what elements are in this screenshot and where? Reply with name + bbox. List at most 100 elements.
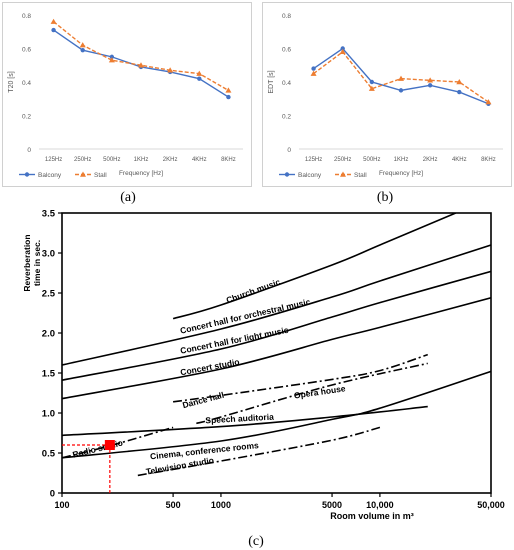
- edt-xtick-label: 1KHz: [394, 157, 409, 163]
- t20-point-balcony: [51, 27, 56, 33]
- ytick-label: 3.5: [42, 209, 56, 220]
- t20-point-balcony: [226, 94, 231, 100]
- t20-point-balcony: [80, 47, 85, 53]
- ytick-label: 0.5: [42, 449, 56, 460]
- t20-xtick-label: 4KHz: [192, 157, 207, 163]
- curve-television-studio: [137, 426, 381, 477]
- edt-point-balcony: [311, 66, 316, 71]
- edt-ylabel: EDT [s]: [268, 70, 275, 93]
- xtick-label: 1000: [211, 500, 231, 510]
- ytick-label: 1.0: [42, 409, 55, 420]
- caption-b: (b): [376, 190, 394, 205]
- xtick-label: 10,000: [366, 500, 394, 510]
- t20-xtick-label: 250Hz: [74, 157, 91, 163]
- edt-ytick-label: 0.6: [282, 47, 291, 54]
- t20-point-stall: [79, 42, 86, 48]
- edt-xtick-label: 4KHz: [452, 157, 467, 163]
- edt-legend-label-balcony: Balcony: [298, 172, 322, 179]
- reverberation-chart-panel: 0 0.5 1.0 1.5 2.0 2.5 3.0 3.5 100 500 1000 5000 10,0…: [0, 203, 514, 533]
- ytick-label: 0: [50, 489, 55, 500]
- t20-point-stall: [225, 87, 232, 93]
- edt-xtick-label: 8KHz: [481, 157, 496, 163]
- edt-legend-label-stall: Stall: [354, 172, 367, 179]
- curve-dance-hall: [196, 362, 428, 425]
- edt-point-stall: [339, 48, 346, 55]
- ytick-label: 2.5: [42, 289, 56, 300]
- t20-xtick-label: 2KHz: [163, 157, 178, 163]
- caption-c: (c): [248, 534, 264, 549]
- edt-point-balcony: [340, 46, 345, 51]
- curve-label-speech-auditoria: Speech auditoria: [205, 412, 274, 426]
- chart-panel-edt: 0 0.2 0.4 0.6 0.8 EDT [s] 125Hz 250Hz 500Hz 1KHz 2…: [262, 2, 512, 187]
- curve-label-concert-studio: Concert studio: [179, 357, 240, 378]
- edt-ytick-label: 0.2: [282, 114, 291, 121]
- ytick-label: 3.0: [42, 249, 55, 260]
- t20-ytick-label: 0.4: [22, 80, 31, 87]
- edt-point-stall: [427, 77, 434, 83]
- curve-label-opera-house: Opera house: [293, 383, 346, 400]
- edt-point-stall: [456, 79, 463, 85]
- edt-xtick-label: 500Hz: [363, 157, 380, 163]
- edt-point-stall: [485, 99, 492, 105]
- edt-point-balcony: [369, 79, 375, 85]
- chart-panel-t20: 0 0.2 0.4 0.6 0.8 T20 [s] 125Hz 250Hz 500Hz 1KHz 2…: [2, 2, 252, 187]
- xtick-label: 50,000: [477, 500, 505, 510]
- xtick-label: 5000: [322, 500, 342, 510]
- t20-legend-marker-stall: [80, 171, 86, 177]
- xtick-label: 100: [54, 500, 69, 510]
- curve-speech-auditoria: [62, 405, 428, 437]
- t20-point-balcony: [109, 54, 115, 60]
- curve-opera-house: [172, 353, 429, 403]
- edt-legend-marker-balcony: [284, 172, 290, 177]
- t20-ytick-label: 0.8: [22, 13, 31, 20]
- curve-label-church-music: Church music: [225, 277, 282, 306]
- curve-concert-hall-for-light-music: [62, 270, 491, 381]
- t20-xtick-label: 8KHz: [221, 157, 236, 163]
- t20-point-stall: [167, 67, 174, 73]
- edt-ytick-label: 0.8: [282, 13, 291, 20]
- edt-point-stall: [368, 85, 375, 91]
- t20-legend-label-balcony: Balcony: [38, 172, 62, 179]
- edt-ytick-label: 0: [287, 147, 291, 154]
- t20-point-stall: [196, 70, 203, 76]
- edt-point-balcony: [427, 83, 433, 88]
- t20-xtick-label: 1KHz: [134, 157, 149, 163]
- edt-xtick-label: 250Hz: [334, 157, 351, 163]
- t20-xtick-label: 500Hz: [103, 157, 120, 163]
- t20-chart: 0 0.2 0.4 0.6 0.8 T20 [s] 125Hz 250Hz 500Hz 1KHz 2…: [8, 13, 243, 179]
- t20-legend-marker-balcony: [24, 172, 30, 177]
- t20-ytick-label: 0: [27, 147, 31, 154]
- curve-concert-hall-for-orchestral-music: [62, 244, 491, 366]
- edt-xtick-label: 125Hz: [305, 157, 322, 163]
- t20-point-stall: [108, 57, 115, 63]
- curve-label-dance-hall: Dance hall: [181, 390, 225, 410]
- reverberation-chart: 0 0.5 1.0 1.5 2.0 2.5 3.0 3.5 100 500 1000 5000 10,0…: [22, 209, 505, 522]
- edt-point-stall: [310, 70, 317, 76]
- edt-chart: 0 0.2 0.4 0.6 0.8 EDT [s] 125Hz 250Hz 500Hz 1KHz 2…: [268, 13, 503, 179]
- xtick-label: 500: [166, 500, 181, 510]
- ytick-label: 2.0: [42, 329, 55, 340]
- t20-ytick-label: 0.2: [22, 114, 31, 121]
- t20-ytick-label: 0.6: [22, 47, 31, 54]
- edt-point-stall: [398, 75, 404, 81]
- edt-xlabel: Frequency [Hz]: [379, 170, 423, 177]
- curve-church-music: [172, 213, 457, 320]
- ylabel-line: Reverberation: [22, 234, 32, 291]
- t20-xlabel: Frequency [Hz]: [119, 170, 163, 177]
- t20-point-stall: [138, 62, 144, 68]
- edt-legend-marker-stall: [340, 171, 346, 177]
- t20-ylabel: T20 [s]: [8, 71, 15, 92]
- edt-point-balcony: [398, 88, 404, 93]
- curve-label-radio-studio: Radio studio: [71, 437, 123, 459]
- edt-ytick-label: 0.4: [282, 80, 291, 87]
- highlight-point-marker: [104, 440, 115, 450]
- plot-frame: [61, 212, 492, 494]
- t20-xtick-label: 125Hz: [45, 157, 62, 163]
- t20-point-balcony: [197, 76, 202, 81]
- t20-point-stall: [50, 18, 57, 24]
- curve-concert-studio: [62, 297, 491, 400]
- ylabel-line: time in sec.: [32, 240, 42, 286]
- ytick-label: 1.5: [42, 369, 56, 380]
- edt-xtick-label: 2KHz: [423, 157, 438, 163]
- curve-cinema-conference-rooms: [62, 370, 491, 459]
